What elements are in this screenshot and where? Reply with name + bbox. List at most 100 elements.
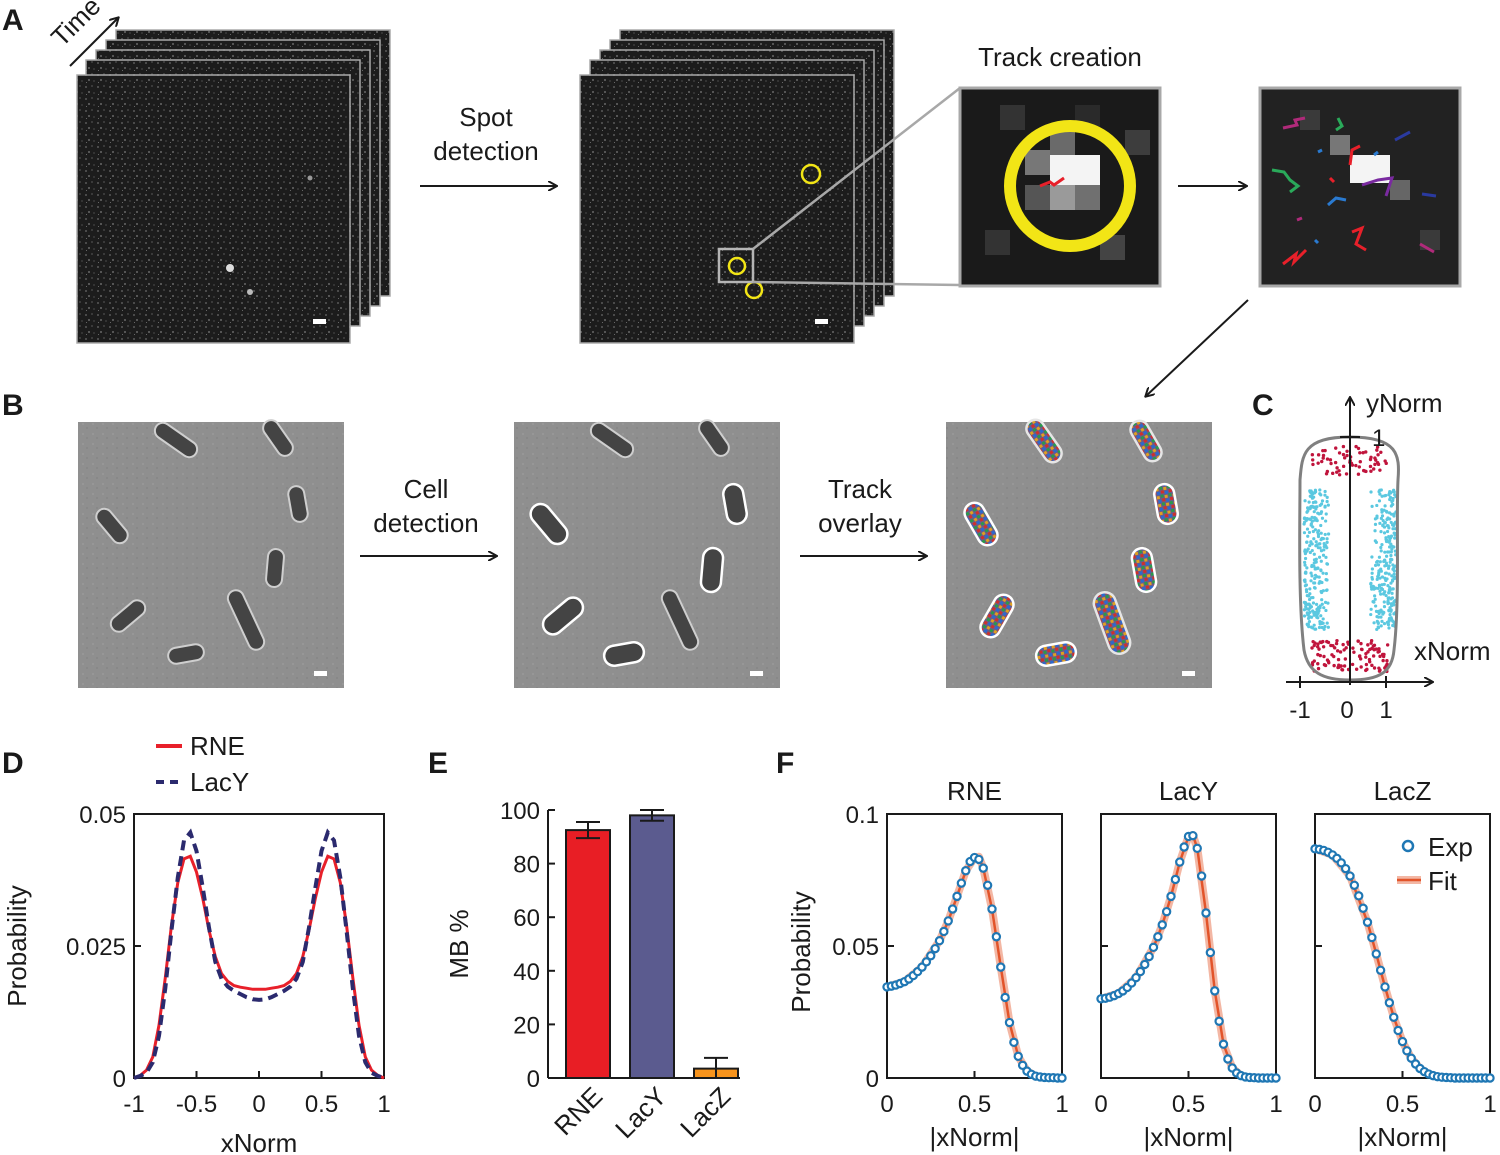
membrane-point xyxy=(1382,592,1386,596)
membrane-point xyxy=(1377,499,1382,503)
membrane-point xyxy=(1380,510,1384,514)
membrane-point xyxy=(1379,516,1383,520)
membrane-point xyxy=(1382,494,1387,498)
membrane-point xyxy=(1313,627,1317,631)
polar-point xyxy=(1344,472,1349,476)
chart-e: 0 20 40 60 80 100 MB % RNE LacY LacZ xyxy=(444,798,740,1144)
zoom-track-creation xyxy=(958,86,1162,288)
polar-point xyxy=(1375,445,1380,449)
exp-point xyxy=(1210,986,1220,996)
polar-point xyxy=(1340,667,1344,672)
polar-point xyxy=(1310,660,1315,665)
polar-point xyxy=(1375,460,1380,465)
membrane-point xyxy=(1302,608,1307,612)
membrane-point xyxy=(1322,542,1326,546)
membrane-point xyxy=(1318,492,1322,496)
membrane-point xyxy=(1318,622,1322,626)
x-tick-label: 0 xyxy=(1340,697,1353,724)
membrane-point xyxy=(1390,596,1395,600)
polar-point xyxy=(1366,643,1370,647)
exp-point xyxy=(1345,871,1355,881)
polar-point xyxy=(1356,472,1361,476)
y-tick-label: 60 xyxy=(513,905,540,932)
membrane-point xyxy=(1305,510,1309,514)
polar-point xyxy=(1385,643,1390,647)
membrane-point xyxy=(1375,577,1379,581)
polar-point xyxy=(1369,469,1373,473)
membrane-point xyxy=(1305,527,1310,531)
exp-point xyxy=(939,926,949,937)
membrane-point xyxy=(1323,504,1327,508)
membrane-point xyxy=(1316,546,1320,550)
exp-point xyxy=(1153,932,1163,942)
fit-line xyxy=(886,855,1063,1080)
membrane-point xyxy=(1309,579,1313,583)
membrane-point xyxy=(1311,525,1315,529)
membrane-point xyxy=(1307,612,1311,616)
polar-point xyxy=(1330,653,1334,657)
polar-point xyxy=(1321,645,1326,649)
membrane-point xyxy=(1309,605,1313,609)
membrane-point xyxy=(1378,492,1382,496)
membrane-point xyxy=(1379,624,1383,628)
membrane-point xyxy=(1318,503,1322,507)
membrane-point xyxy=(1306,547,1310,551)
exp-point xyxy=(1131,972,1141,983)
chart-d: -1 -0.5 0 0.5 1 0 0.025 0.05 xNorm Probability RNE… xyxy=(2,731,391,1155)
membrane-point xyxy=(1388,545,1392,549)
raw-frame xyxy=(76,74,351,344)
membrane-point xyxy=(1372,586,1376,590)
polar-point xyxy=(1357,465,1361,469)
legend-label: Fit xyxy=(1428,866,1458,896)
membrane-point xyxy=(1323,624,1327,629)
exp-point xyxy=(1140,959,1150,970)
membrane-point xyxy=(1325,546,1329,550)
membrane-point xyxy=(1309,625,1313,629)
membrane-point xyxy=(1370,575,1374,580)
membrane-point xyxy=(1314,602,1319,606)
polar-point xyxy=(1337,473,1342,477)
membrane-point xyxy=(1377,490,1381,494)
panel-label-b: B xyxy=(2,389,24,422)
membrane-point xyxy=(1384,561,1389,565)
membrane-point xyxy=(1303,560,1307,564)
polar-point xyxy=(1372,643,1377,647)
membrane-point xyxy=(1316,511,1320,515)
exp-point xyxy=(1000,992,1010,1003)
plot-frame xyxy=(133,813,385,1079)
membrane-point xyxy=(1384,593,1388,598)
membrane-point xyxy=(1388,586,1392,590)
membrane-point xyxy=(1319,523,1323,528)
exp-point xyxy=(1380,982,1390,992)
membrane-point xyxy=(1326,625,1330,629)
membrane-point xyxy=(1390,591,1394,595)
membrane-point xyxy=(1312,561,1316,565)
exp-point xyxy=(1179,842,1189,852)
panel-b: B Cell detection Tr xyxy=(2,389,1212,688)
polar-point xyxy=(1364,450,1368,454)
spot-detection-label-2: detection xyxy=(433,136,539,166)
detection-circle xyxy=(727,256,747,276)
membrane-point xyxy=(1311,529,1315,534)
membrane-point xyxy=(1319,559,1323,563)
membrane-point xyxy=(1302,531,1307,535)
polar-point xyxy=(1322,662,1327,667)
membrane-point xyxy=(1323,489,1327,494)
membrane-point xyxy=(1307,615,1311,619)
membrane-point xyxy=(1391,502,1395,507)
exp-point xyxy=(1157,920,1167,930)
polar-point xyxy=(1368,464,1373,469)
polar-point xyxy=(1311,462,1315,467)
membrane-point xyxy=(1392,545,1396,549)
membrane-point xyxy=(1306,506,1310,510)
exp-point xyxy=(991,932,1002,942)
y-tick-label: 0 xyxy=(866,1066,879,1093)
polar-point xyxy=(1374,458,1378,462)
membrane-point xyxy=(1320,536,1324,540)
membrane-point xyxy=(1380,514,1385,518)
membrane-point xyxy=(1388,612,1392,617)
legend-label: RNE xyxy=(190,731,245,761)
membrane-point xyxy=(1309,615,1314,619)
membrane-point xyxy=(1385,510,1389,514)
